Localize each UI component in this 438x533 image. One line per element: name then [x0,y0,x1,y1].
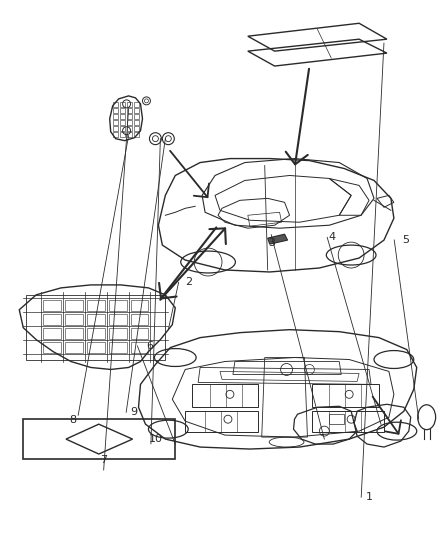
Text: 7: 7 [100,455,107,465]
Polygon shape [268,234,288,244]
Text: 9: 9 [131,407,138,417]
Text: 10: 10 [149,434,163,444]
Text: 1: 1 [366,492,373,502]
Text: 6: 6 [146,341,153,351]
Text: 5: 5 [403,235,410,245]
Text: 8: 8 [70,415,77,425]
Text: 3: 3 [268,238,275,248]
Text: 2: 2 [185,277,192,287]
Text: 4: 4 [328,232,336,243]
